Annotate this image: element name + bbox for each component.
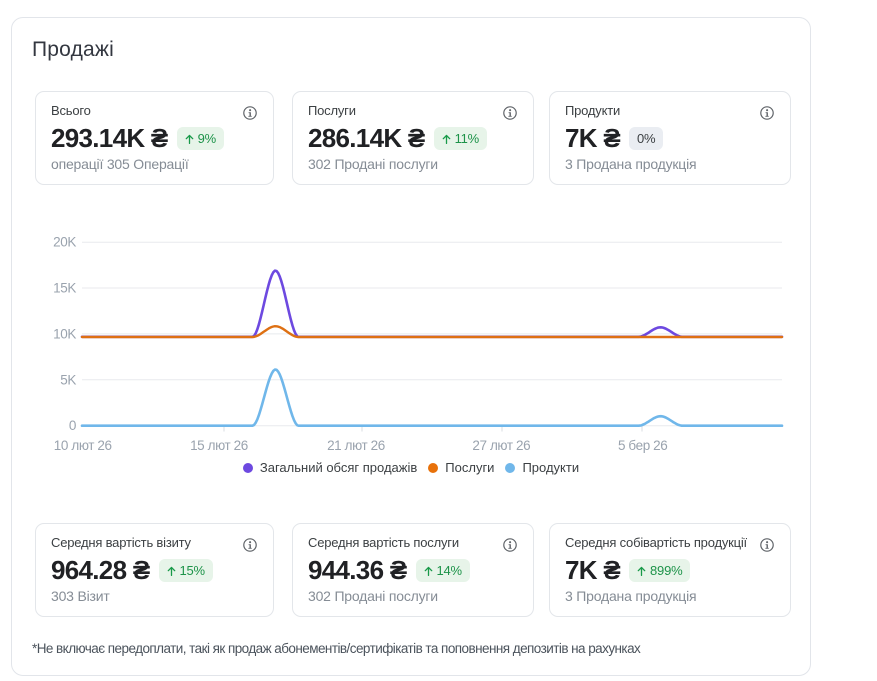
svg-text:0: 0 — [69, 418, 76, 433]
svg-text:15K: 15K — [53, 281, 76, 296]
svg-text:20K: 20K — [53, 235, 76, 250]
svg-text:5K: 5K — [60, 372, 76, 387]
svg-text:10 лют 26: 10 лют 26 — [54, 438, 112, 453]
svg-text:27 лют 26: 27 лют 26 — [472, 438, 530, 453]
svg-text:21 лют 26: 21 лют 26 — [327, 438, 385, 453]
svg-text:15 лют 26: 15 лют 26 — [190, 438, 248, 453]
svg-text:5 бер 26: 5 бер 26 — [618, 438, 667, 453]
svg-text:10K: 10K — [53, 326, 76, 341]
